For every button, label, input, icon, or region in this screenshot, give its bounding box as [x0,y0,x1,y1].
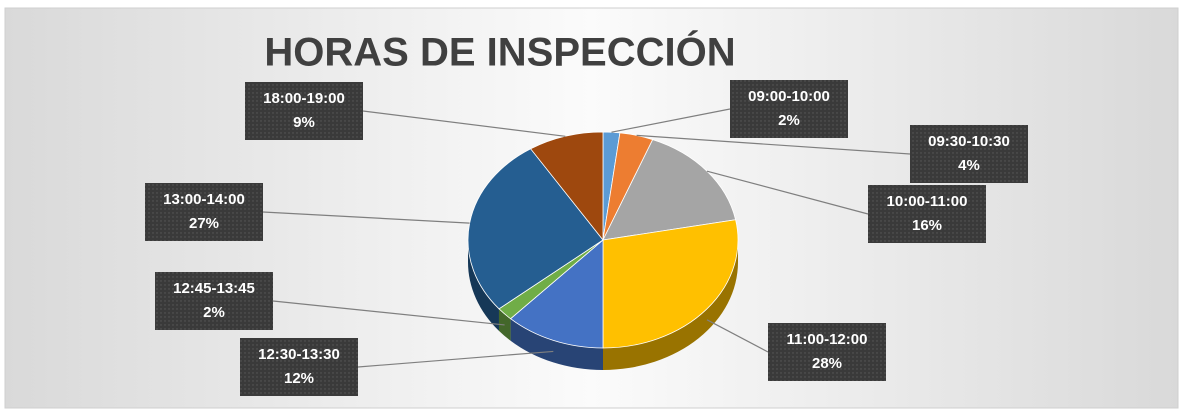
data-label-category: 09:00-10:00 [748,88,830,105]
leader-line [636,134,911,155]
data-label-category: 10:00-11:00 [887,193,968,210]
data-label-box [910,125,1028,183]
pie-slice-side [468,240,499,331]
pie-slice [602,139,737,241]
data-label-box [240,338,358,396]
data-label-box [730,80,848,138]
data-label-box [245,82,363,140]
data-label-box [768,323,886,381]
leader-line [706,319,769,353]
data-label-category: 12:30-13:30 [258,346,340,363]
data-label-category: 18:00-19:00 [263,90,345,107]
data-label-category: 11:00-12:00 [787,331,868,348]
leader-line [706,170,869,215]
data-label-category: 13:00-14:00 [163,191,245,208]
data-label-box [868,185,986,243]
leader-line [272,300,505,326]
leader-line [362,110,566,137]
data-label-value: 4% [958,157,980,174]
data-label-value: 2% [778,112,800,129]
data-label-category: 12:45-13:45 [173,280,255,297]
pie-slice-side [510,318,603,370]
data-label-box [155,272,273,330]
data-label-value: 2% [203,304,225,321]
leader-line [611,108,731,133]
data-label-category: 09:30-10:30 [928,133,1010,150]
data-label-value: 16% [912,217,942,234]
pie-slice [467,148,604,310]
data-label-value: 27% [189,215,219,232]
pie-slice [602,219,739,349]
leader-line [357,350,554,368]
chart-title: HORAS DE INSPECCIÓN [264,29,735,75]
leader-line [262,211,470,224]
pie-slice [509,239,604,349]
data-label-value: 9% [293,114,315,131]
data-label-value: 12% [284,370,314,387]
data-label-box [145,183,263,241]
data-label-value: 28% [812,355,842,372]
